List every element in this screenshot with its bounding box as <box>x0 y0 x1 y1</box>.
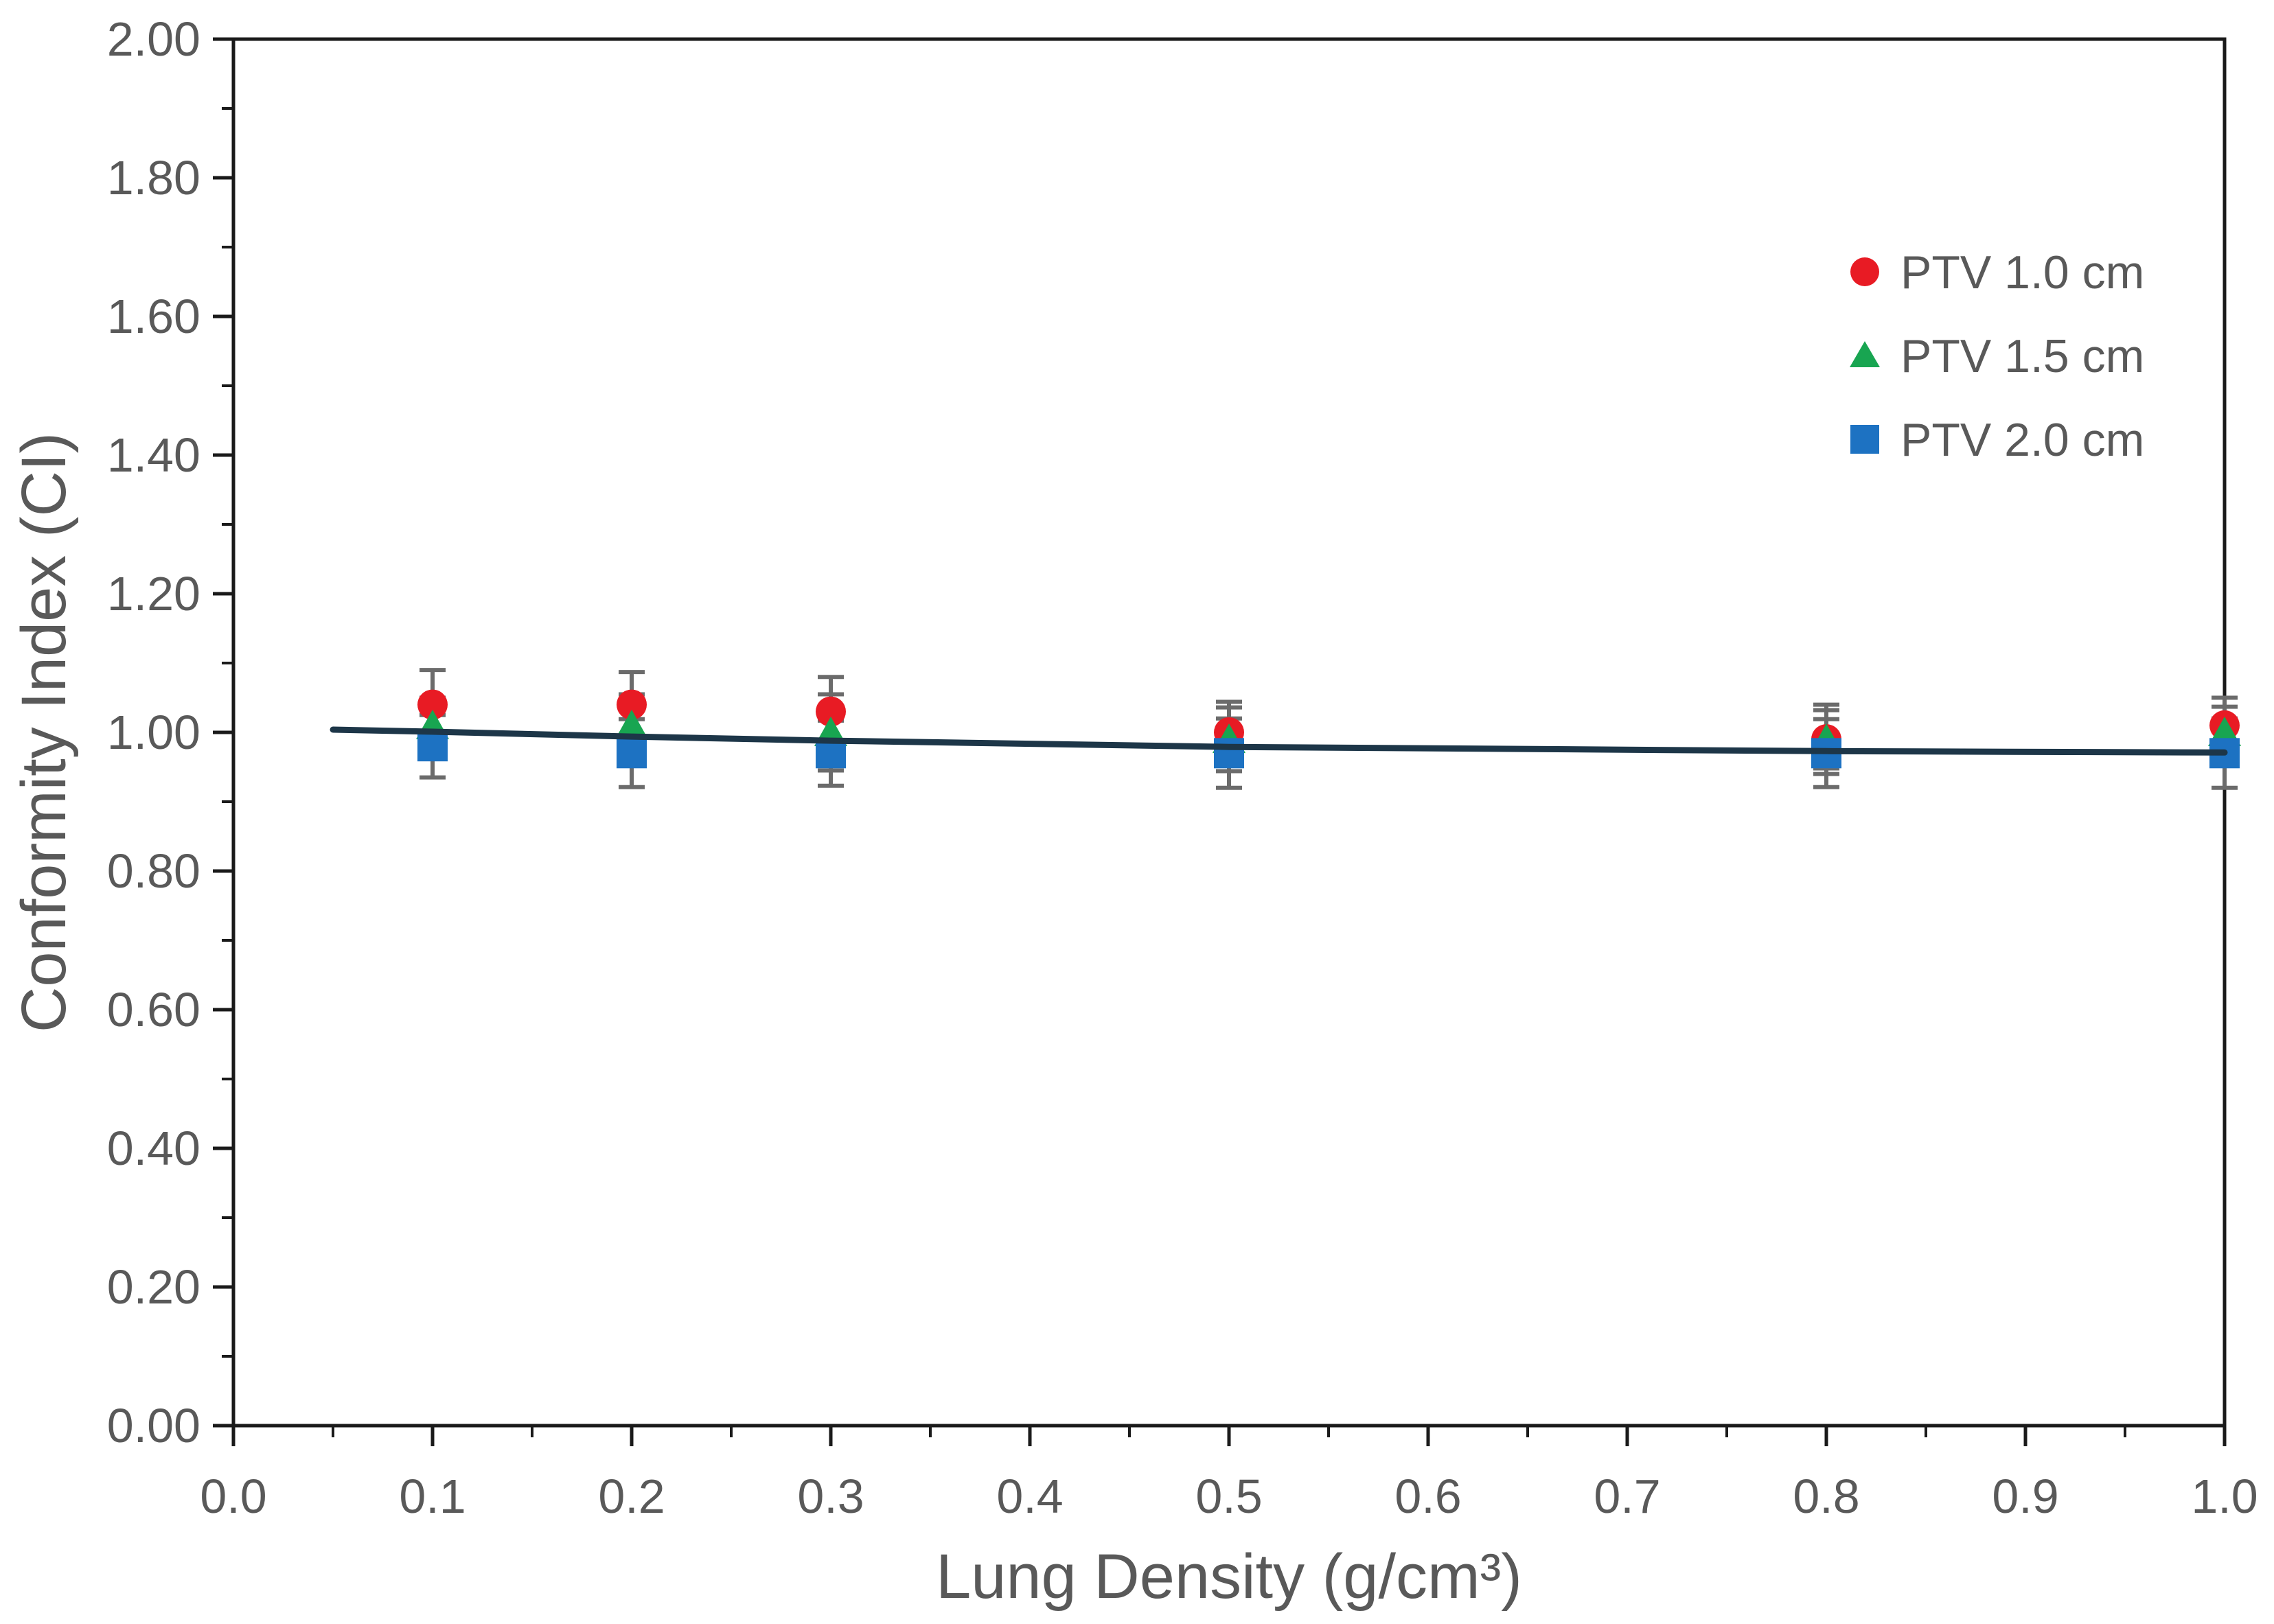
x-tick-label: 1.0 <box>2191 1470 2258 1523</box>
x-tick-label: 0.8 <box>1793 1470 1859 1523</box>
y-tick-label: 0.60 <box>107 983 200 1036</box>
x-tick-label: 0.4 <box>996 1470 1063 1523</box>
data-point-square <box>617 738 647 769</box>
x-tick-label: 0.0 <box>200 1470 266 1523</box>
data-point-circle <box>617 689 647 720</box>
y-tick-label: 0.80 <box>107 844 200 898</box>
x-tick-label: 0.7 <box>1594 1470 1660 1523</box>
y-tick-label: 0.00 <box>107 1399 200 1452</box>
y-tick-label: 1.20 <box>107 567 200 620</box>
x-tick-label: 0.2 <box>598 1470 665 1523</box>
legend: PTV 1.0 cm PTV 1.5 cm PTV 2.0 cm <box>1850 246 2144 466</box>
legend-marker-circle-icon <box>1850 257 1879 286</box>
data-markers <box>416 689 2241 769</box>
legend-label-ptv-1-0: PTV 1.0 cm <box>1900 246 2144 299</box>
legend-label-ptv-1-5: PTV 1.5 cm <box>1900 330 2144 382</box>
legend-marker-square-icon <box>1850 425 1879 454</box>
trend-line <box>330 726 2228 756</box>
legend-item-ptv-1-5: PTV 1.5 cm <box>1850 330 2144 382</box>
legend-item-ptv-1-0: PTV 1.0 cm <box>1850 246 2144 299</box>
x-tick-label: 0.1 <box>399 1470 466 1523</box>
y-axis-title: Conformity Index (CI) <box>9 432 79 1032</box>
y-tick-label: 1.60 <box>107 290 200 343</box>
data-point-triangle <box>615 709 648 739</box>
y-tick-label: 1.00 <box>107 706 200 759</box>
y-tick-label: 0.20 <box>107 1260 200 1314</box>
data-point-square <box>1214 738 1244 769</box>
legend-label-ptv-2-0: PTV 2.0 cm <box>1900 414 2144 466</box>
data-point-circle <box>816 696 846 727</box>
legend-item-ptv-2-0: PTV 2.0 cm <box>1850 414 2144 466</box>
x-tick-label: 0.5 <box>1195 1470 1262 1523</box>
x-tick-label: 0.6 <box>1394 1470 1461 1523</box>
y-tick-label: 0.40 <box>107 1122 200 1175</box>
x-tick-label: 0.3 <box>797 1470 864 1523</box>
error-bars <box>420 668 2238 790</box>
y-tick-label: 1.40 <box>107 428 200 482</box>
x-axis-title: Lung Density (g/cm³) <box>936 1542 1522 1612</box>
x-tick-label: 0.9 <box>1992 1470 2058 1523</box>
y-tick-label: 2.00 <box>107 12 200 66</box>
y-tick-label: 1.80 <box>107 151 200 205</box>
data-point-square <box>417 731 448 762</box>
legend-marker-triangle-icon <box>1850 341 1880 367</box>
x-axis-ticks: 0.0 0.1 0.2 0.3 0.4 0.5 0.6 0.7 0.8 0.9 1.0 <box>200 1426 2258 1523</box>
y-axis-ticks: 0.00 0.20 0.40 0.60 0.80 1.00 1.20 1.40 1.60 1.80… <box>107 12 233 1452</box>
data-point-circle <box>417 689 448 720</box>
